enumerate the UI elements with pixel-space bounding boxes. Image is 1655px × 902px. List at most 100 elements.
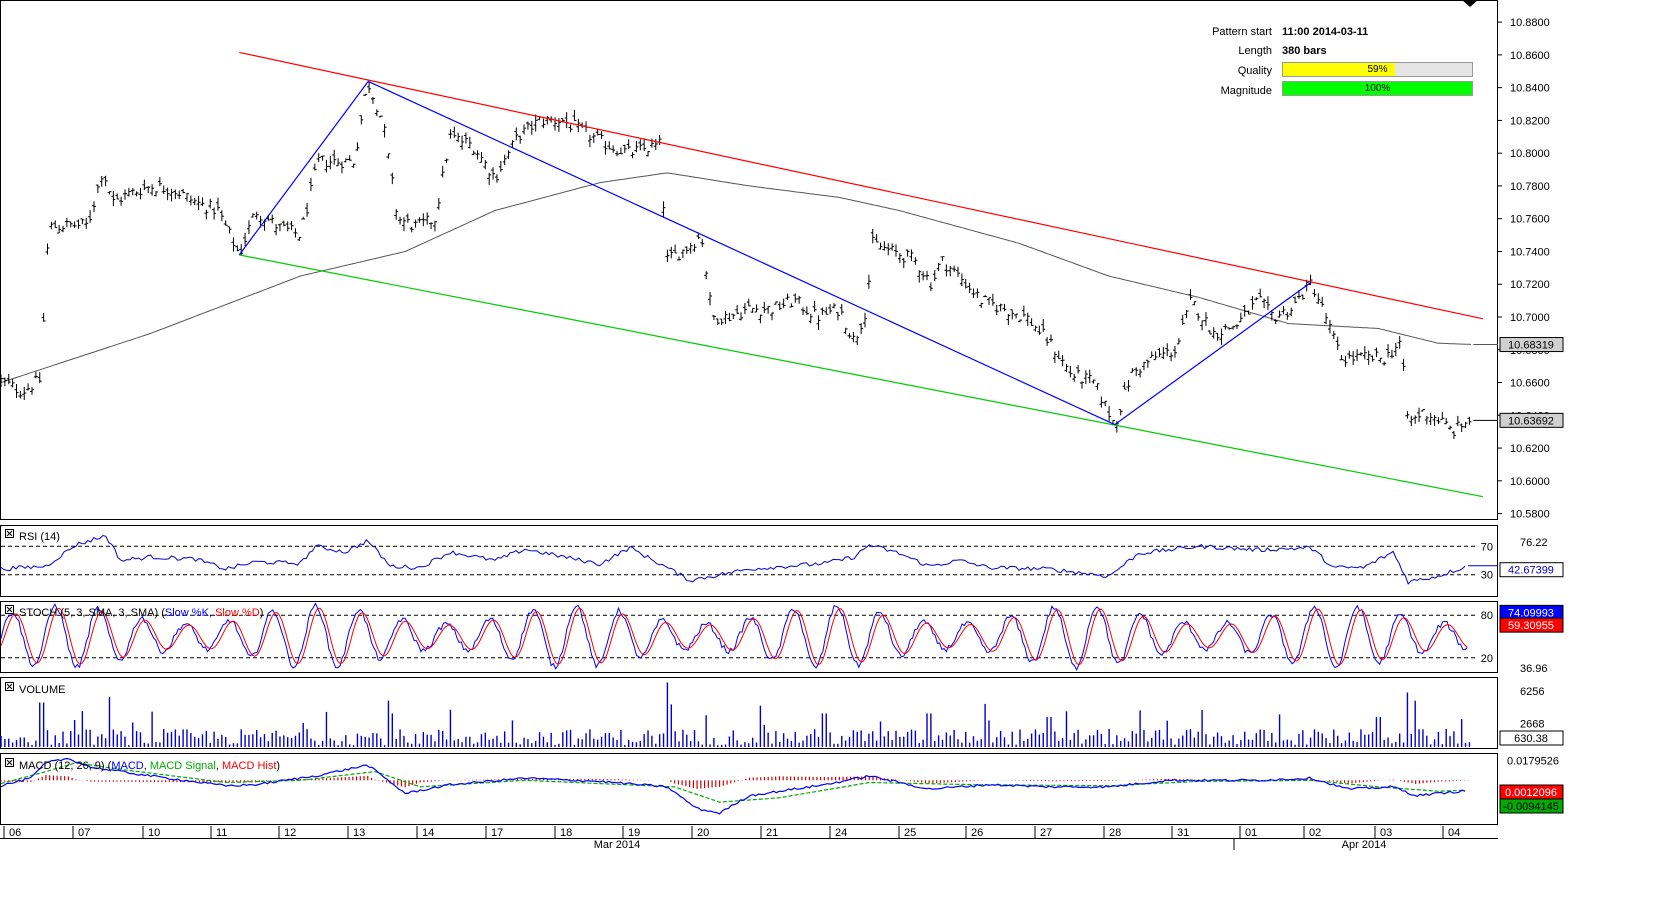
date-label: 20 [697, 827, 709, 839]
magnitude-value: 100% [1364, 83, 1391, 94]
magnitude-bar-fill [1283, 82, 1472, 95]
length-value: 380 bars [1282, 45, 1327, 57]
length-label: Length [1238, 45, 1272, 57]
macd-legend-macd: MACD [111, 760, 143, 772]
stoch-level-label: 80 [1481, 610, 1493, 622]
macd-value-label-box [1499, 798, 1564, 814]
stoch-legend-d: Slow %D [215, 607, 260, 619]
panel-frame [0, 753, 1498, 825]
date-label: 13 [353, 827, 365, 839]
price-tick-label: 10.8400 [1510, 83, 1550, 95]
date-label: 19 [628, 827, 640, 839]
date-label: 03 [1380, 827, 1392, 839]
rsi-value-label: 42.67399 [1508, 565, 1554, 577]
close-x-icon [6, 606, 13, 613]
date-label: 10 [148, 827, 160, 839]
price-tick-label: 10.6000 [1510, 476, 1550, 488]
month-label-apr: Apr 2014 [1342, 839, 1387, 851]
macd-legend-hist: MACD Hist [222, 760, 276, 772]
price-tick-label: 10.8000 [1510, 148, 1550, 160]
close-x-icon [6, 759, 13, 766]
date-label: 14 [422, 827, 434, 839]
price-tick-label: 10.5800 [1510, 509, 1550, 521]
price-tick-label: 10.8600 [1510, 50, 1550, 62]
stoch-d-value-label-box [1499, 617, 1564, 633]
rsi-level-label: 70 [1481, 541, 1493, 553]
volume-tick-label: 6256 [1520, 686, 1544, 698]
rsi-title: RSI (14) [19, 531, 60, 543]
stoch-level-label: 20 [1481, 653, 1493, 665]
stoch-k-value-label: 74.09993 [1508, 607, 1554, 619]
stoch-title: STOCH (5, 3, SMA, 3, SMA) (Slow %K, Slow… [19, 607, 263, 619]
date-label: 01 [1245, 827, 1257, 839]
close-x-icon [6, 530, 13, 537]
panel-frame [0, 525, 1498, 597]
macd-signal-line [0, 762, 1466, 803]
date-label: 31 [1177, 827, 1189, 839]
moving-average-line [0, 172, 1472, 383]
date-label: 06 [9, 827, 21, 839]
rsi-level-label: 30 [1481, 570, 1493, 582]
macd-legend-signal: MACD Signal [150, 760, 216, 772]
magnitude-bar: 100% [1282, 81, 1473, 96]
quality-value: 59% [1367, 64, 1388, 75]
stoch-d-line [0, 607, 1468, 666]
support-trendline [239, 254, 1484, 498]
price-tick-label: 10.6200 [1510, 443, 1550, 455]
price-tick-label: 10.7800 [1510, 181, 1550, 193]
month-label-mar: Mar 2014 [594, 839, 640, 851]
panel-frame [0, 601, 1498, 673]
stoch-k-line [0, 602, 1468, 671]
volume-title: VOLUME [19, 684, 65, 696]
corner-arrow-icon[interactable] [1462, 0, 1478, 7]
resistance-trendline [239, 51, 1484, 320]
date-label: 28 [1109, 827, 1121, 839]
price-tick-label: 10.7400 [1510, 246, 1550, 258]
date-label: 27 [1040, 827, 1052, 839]
macd-hist-value-label: 0.0012096 [1505, 787, 1557, 799]
date-label: 07 [78, 827, 90, 839]
date-label: 18 [560, 827, 572, 839]
panel-frame [0, 677, 1498, 749]
date-label: 11 [216, 827, 227, 839]
close-x-icon [6, 683, 13, 690]
magnitude-label: Magnitude [1220, 85, 1272, 97]
price-tick-label: 10.8800 [1510, 17, 1550, 29]
volume-value-label: 630.38 [1514, 733, 1548, 745]
pattern-start-value: 11:00 2014-03-11 [1282, 26, 1369, 38]
quality-bar-fill [1283, 63, 1395, 76]
price-tick-label: 10.7600 [1510, 214, 1550, 226]
price-tick-label: 10.7200 [1510, 279, 1550, 291]
macd-line [0, 757, 1466, 815]
pattern-zigzag-line [238, 80, 1312, 426]
date-label: 21 [766, 827, 778, 839]
rsi-value-label-box [1499, 562, 1564, 578]
date-label: 25 [904, 827, 916, 839]
date-label: 12 [284, 827, 296, 839]
stoch-d-value-label: 59.30955 [1508, 620, 1554, 632]
rsi-line [0, 534, 1466, 585]
stoch-extra-label: 36.96 [1520, 663, 1548, 675]
ma-value-label-box [1499, 337, 1564, 353]
stoch-legend-k: Slow %K [165, 607, 210, 619]
date-label: 17 [491, 827, 503, 839]
price-tick-label: 10.6600 [1510, 378, 1550, 390]
panel-frame [0, 0, 1498, 520]
macd-value-label: -0.0094145 [1503, 801, 1559, 813]
volume-tick-label: 2668 [1520, 719, 1544, 731]
last-price-label: 10.63692 [1508, 415, 1554, 427]
date-label: 24 [835, 827, 847, 839]
ma-value-label: 10.68319 [1508, 340, 1554, 352]
volume-value-label-box [1499, 730, 1564, 746]
price-tick-label: 10.8200 [1510, 115, 1550, 127]
quality-bar: 59% [1282, 62, 1473, 77]
pattern-start-label: Pattern start [1212, 26, 1272, 38]
quality-label: Quality [1237, 65, 1272, 77]
date-label: 26 [971, 827, 983, 839]
last-price-label-box [1499, 412, 1564, 428]
date-label: 02 [1309, 827, 1321, 839]
price-tick-label: 10.7000 [1510, 312, 1550, 324]
macd-title: MACD (12, 26, 9) (MACD, MACD Signal, MAC… [19, 760, 280, 772]
